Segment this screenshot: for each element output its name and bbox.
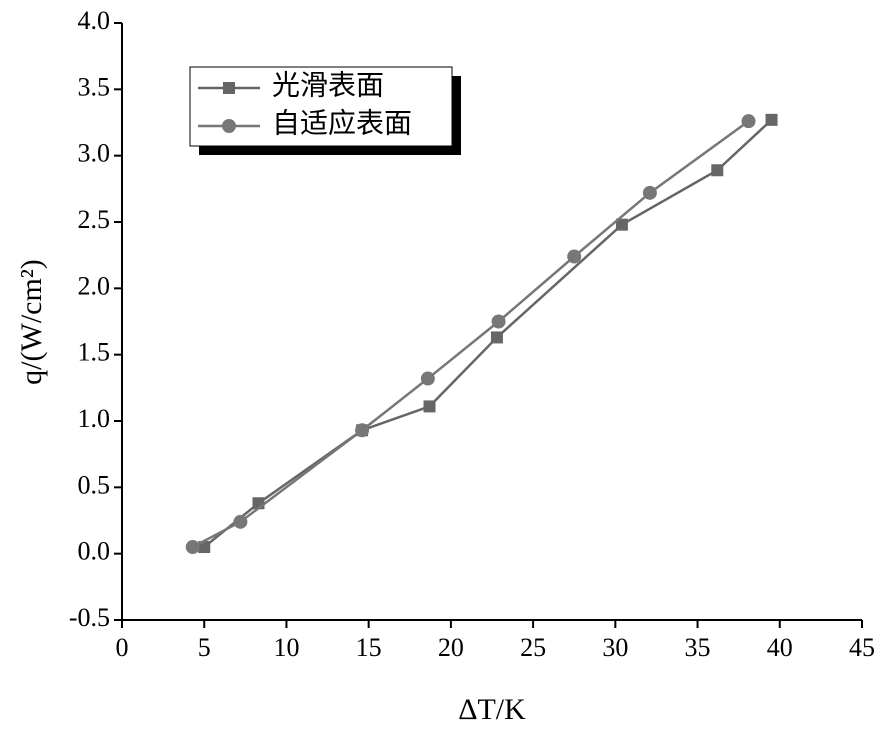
x-tick-label: 35 bbox=[685, 633, 711, 662]
data-point bbox=[355, 423, 370, 438]
data-point bbox=[185, 540, 200, 555]
y-tick-label: 1.5 bbox=[78, 338, 111, 367]
data-point bbox=[741, 114, 756, 129]
legend-marker bbox=[222, 119, 236, 133]
x-tick-label: 20 bbox=[438, 633, 464, 662]
y-tick-label: 2.5 bbox=[78, 205, 111, 234]
x-tick-label: 0 bbox=[116, 633, 129, 662]
x-tick-label: 10 bbox=[273, 633, 299, 662]
x-axis-label: ΔT/K bbox=[458, 693, 526, 726]
data-point bbox=[420, 371, 435, 386]
data-point bbox=[765, 113, 778, 126]
y-tick-label: 3.0 bbox=[78, 139, 111, 168]
x-tick-label: 45 bbox=[849, 633, 875, 662]
data-point bbox=[491, 314, 506, 329]
data-point bbox=[711, 164, 724, 177]
x-tick-label: 30 bbox=[602, 633, 628, 662]
series-line bbox=[192, 120, 750, 549]
series-line bbox=[203, 118, 773, 549]
y-axis-label: q/(W/cm²) bbox=[15, 259, 48, 385]
y-tick-label: 0.0 bbox=[78, 537, 111, 566]
y-tick-label: 3.5 bbox=[78, 72, 111, 101]
x-tick-label: 40 bbox=[767, 633, 793, 662]
data-point bbox=[567, 249, 582, 264]
data-point bbox=[233, 514, 248, 529]
data-point bbox=[490, 331, 503, 344]
legend-label: 自适应表面 bbox=[272, 107, 412, 139]
legend-marker bbox=[223, 82, 235, 94]
data-point bbox=[642, 185, 657, 200]
x-tick-label: 15 bbox=[356, 633, 382, 662]
y-tick-label: -0.5 bbox=[69, 603, 110, 632]
y-tick-label: 4.0 bbox=[78, 6, 111, 35]
data-point bbox=[198, 541, 211, 554]
x-tick-label: 5 bbox=[198, 633, 211, 662]
y-tick-label: 0.5 bbox=[78, 470, 111, 499]
data-point bbox=[615, 218, 628, 231]
legend-label: 光滑表面 bbox=[272, 69, 384, 101]
y-tick-label: 1.0 bbox=[78, 404, 111, 433]
data-point bbox=[423, 400, 436, 413]
x-tick-label: 25 bbox=[520, 633, 546, 662]
y-tick-label: 2.0 bbox=[78, 271, 111, 300]
legend-box bbox=[189, 66, 453, 147]
